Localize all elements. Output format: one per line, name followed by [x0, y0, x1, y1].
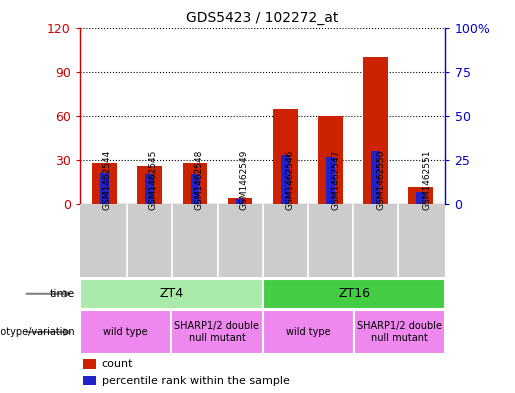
Text: GSM1462545: GSM1462545: [148, 150, 158, 210]
Text: GSM1462546: GSM1462546: [285, 150, 295, 210]
Bar: [171, 310, 263, 354]
Bar: [263, 310, 354, 354]
Bar: [92, 163, 117, 204]
Text: wild type: wild type: [286, 327, 331, 337]
Bar: [83, 376, 96, 386]
Text: SHARP1/2 double
null mutant: SHARP1/2 double null mutant: [357, 321, 442, 343]
Bar: [80, 204, 445, 277]
Bar: [408, 187, 433, 204]
Bar: [236, 199, 245, 204]
Bar: [416, 192, 425, 204]
Bar: [281, 155, 289, 204]
Bar: [371, 151, 380, 204]
Text: GSM1462547: GSM1462547: [331, 150, 340, 210]
Bar: [363, 57, 388, 204]
Text: GSM1462544: GSM1462544: [102, 150, 112, 210]
Text: GSM1462549: GSM1462549: [240, 150, 249, 210]
Bar: [138, 166, 162, 204]
Bar: [354, 310, 445, 354]
Text: ZT16: ZT16: [338, 287, 370, 300]
Text: wild type: wild type: [103, 327, 148, 337]
Text: genotype/variation: genotype/variation: [0, 327, 75, 337]
Text: GSM1462551: GSM1462551: [423, 150, 432, 210]
Text: GSM1462548: GSM1462548: [194, 150, 203, 210]
Bar: [83, 359, 96, 369]
Text: percentile rank within the sample: percentile rank within the sample: [102, 376, 289, 386]
Text: ZT4: ZT4: [159, 287, 183, 300]
Text: GSM1462550: GSM1462550: [377, 150, 386, 210]
Bar: [80, 279, 263, 309]
Text: SHARP1/2 double
null mutant: SHARP1/2 double null mutant: [175, 321, 260, 343]
Bar: [318, 116, 343, 204]
Text: time: time: [49, 289, 75, 299]
Bar: [273, 108, 298, 204]
Bar: [80, 310, 171, 354]
Bar: [145, 174, 154, 204]
Bar: [263, 279, 445, 309]
Bar: [182, 163, 208, 204]
Title: GDS5423 / 102272_at: GDS5423 / 102272_at: [186, 11, 339, 25]
Bar: [191, 174, 199, 204]
Bar: [228, 198, 252, 204]
Bar: [326, 156, 335, 204]
Text: count: count: [102, 359, 133, 369]
Bar: [100, 173, 109, 204]
